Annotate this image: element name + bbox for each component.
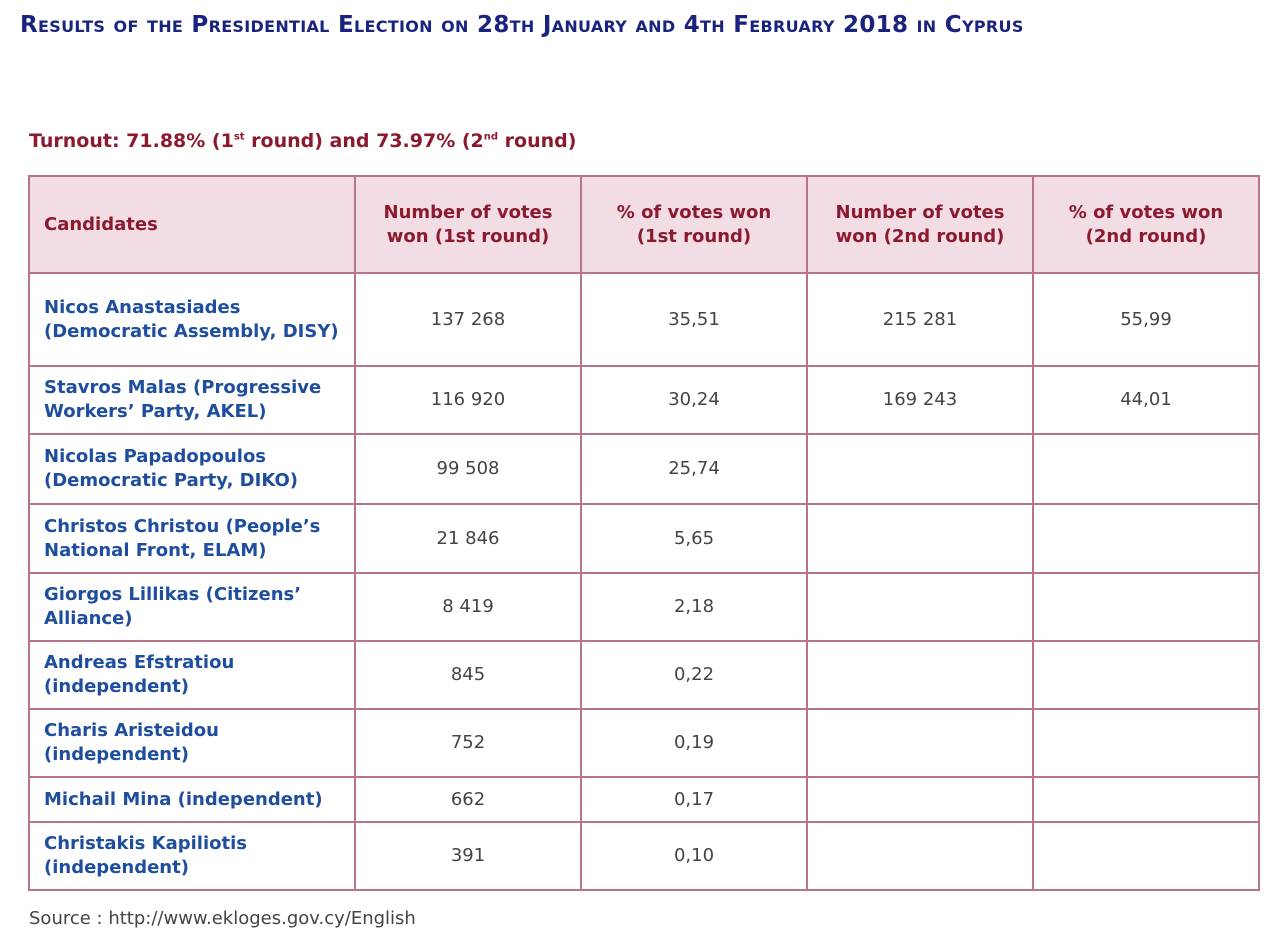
- votes-round2: 169 243: [806, 365, 1034, 435]
- header-candidates: Candidates: [28, 175, 356, 274]
- votes-round1: 116 920: [354, 365, 582, 435]
- table-row: Michail Mina (independent) 662 0,17: [28, 776, 1260, 823]
- candidate-name: Christos Christou (People’s National Fro…: [28, 503, 356, 574]
- table-row: Giorgos Lillikas (Citizens’ Alliance) 8 …: [28, 572, 1260, 642]
- percent-round1: 2,18: [580, 572, 808, 642]
- candidate-name: Andreas Efstratiou (independent): [28, 640, 356, 710]
- candidate-name: Nicos Anastasiades (Democratic Assembly,…: [28, 272, 356, 367]
- percent-round1: 30,24: [580, 365, 808, 435]
- votes-round1: 21 846: [354, 503, 582, 574]
- percent-round2: [1032, 776, 1260, 823]
- percent-round1: 5,65: [580, 503, 808, 574]
- table-row: Charis Aristeidou (independent) 752 0,19: [28, 708, 1260, 778]
- header-votes-round2: Number of votes won (2nd round): [806, 175, 1034, 274]
- table-header-row: Candidates Number of votes won (1st roun…: [28, 175, 1260, 274]
- percent-round1: 25,74: [580, 433, 808, 505]
- votes-round2: [806, 821, 1034, 891]
- turnout-text: Turnout: 71.88% (1st round) and 73.97% (…: [29, 130, 576, 152]
- votes-round1: 845: [354, 640, 582, 710]
- turnout-prefix: Turnout: 71.88% (1: [29, 130, 234, 152]
- percent-round2: [1032, 433, 1260, 505]
- votes-round2: [806, 572, 1034, 642]
- votes-round2: [806, 708, 1034, 778]
- votes-round2: [806, 776, 1034, 823]
- votes-round1: 391: [354, 821, 582, 891]
- table-row: Nicolas Papadopoulos (Democratic Party, …: [28, 433, 1260, 505]
- table-row: Stavros Malas (Progressive Workers’ Part…: [28, 365, 1260, 435]
- table-row: Andreas Efstratiou (independent) 845 0,2…: [28, 640, 1260, 710]
- table-row: Christos Christou (People’s National Fro…: [28, 503, 1260, 574]
- votes-round2: [806, 640, 1034, 710]
- candidate-name: Michail Mina (independent): [28, 776, 356, 823]
- table-row: Nicos Anastasiades (Democratic Assembly,…: [28, 272, 1260, 367]
- table-row: Christakis Kapiliotis (independent) 391 …: [28, 821, 1260, 891]
- header-votes-round1: Number of votes won (1st round): [354, 175, 582, 274]
- candidate-name: Nicolas Papadopoulos (Democratic Party, …: [28, 433, 356, 505]
- percent-round1: 0,19: [580, 708, 808, 778]
- results-table: Candidates Number of votes won (1st roun…: [28, 175, 1260, 891]
- votes-round1: 99 508: [354, 433, 582, 505]
- percent-round1: 35,51: [580, 272, 808, 367]
- percent-round2: [1032, 821, 1260, 891]
- votes-round2: [806, 503, 1034, 574]
- votes-round2: 215 281: [806, 272, 1034, 367]
- turnout-sup-first: st: [233, 131, 245, 143]
- percent-round1: 0,17: [580, 776, 808, 823]
- candidate-name: Charis Aristeidou (independent): [28, 708, 356, 778]
- votes-round1: 137 268: [354, 272, 582, 367]
- header-percent-round1: % of votes won (1st round): [580, 175, 808, 274]
- candidate-name: Stavros Malas (Progressive Workers’ Part…: [28, 365, 356, 435]
- votes-round2: [806, 433, 1034, 505]
- percent-round1: 0,10: [580, 821, 808, 891]
- votes-round1: 662: [354, 776, 582, 823]
- candidate-name: Giorgos Lillikas (Citizens’ Alliance): [28, 572, 356, 642]
- header-percent-round2: % of votes won (2nd round): [1032, 175, 1260, 274]
- page-title: Results of the Presidential Election on …: [20, 12, 1024, 38]
- percent-round2: [1032, 503, 1260, 574]
- turnout-sup-second: nd: [483, 131, 499, 143]
- turnout-suffix: round): [498, 130, 577, 152]
- votes-round1: 752: [354, 708, 582, 778]
- percent-round2: [1032, 708, 1260, 778]
- turnout-middle: round) and 73.97% (2: [244, 130, 484, 152]
- candidate-name: Christakis Kapiliotis (independent): [28, 821, 356, 891]
- percent-round2: 44,01: [1032, 365, 1260, 435]
- votes-round1: 8 419: [354, 572, 582, 642]
- percent-round2: [1032, 640, 1260, 710]
- source-citation: Source : http://www.ekloges.gov.cy/Engli…: [29, 908, 416, 929]
- percent-round1: 0,22: [580, 640, 808, 710]
- percent-round2: [1032, 572, 1260, 642]
- percent-round2: 55,99: [1032, 272, 1260, 367]
